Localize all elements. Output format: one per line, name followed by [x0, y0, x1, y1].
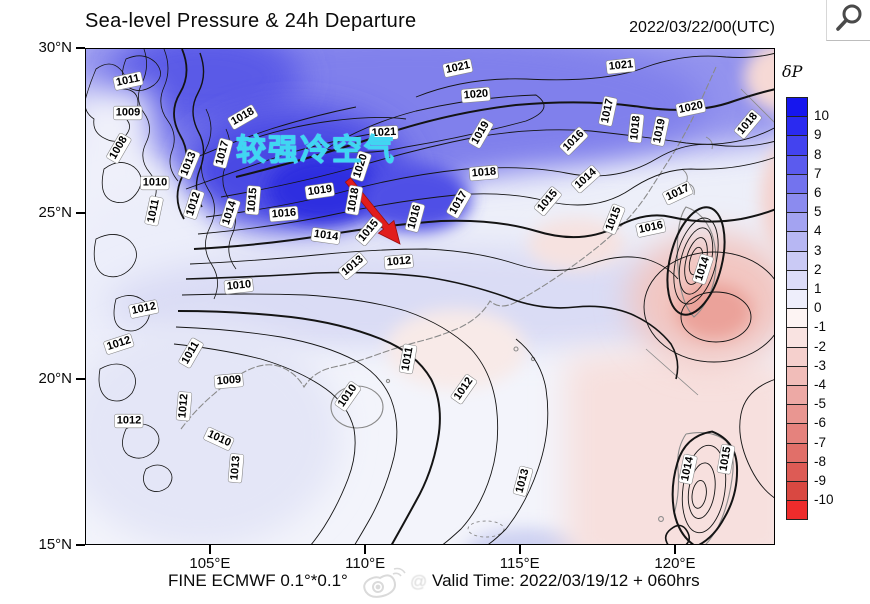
colorbar-segment [786, 385, 808, 406]
pressure-label: 1009 [113, 106, 143, 120]
pressure-label: 1020 [461, 87, 491, 103]
x-tick [673, 545, 676, 554]
colorbar-title: δP [782, 62, 803, 81]
pressure-label: 1009 [214, 373, 244, 389]
colorbar-segment [786, 423, 808, 444]
watermark-handle: @ [410, 572, 428, 591]
colorbar-segment [786, 116, 808, 137]
colorbar-segment [786, 231, 808, 252]
colorbar-tick-label: -3 [814, 357, 827, 373]
zoom-button[interactable] [826, 0, 870, 41]
colorbar-segment [786, 173, 808, 194]
map-area: 1011 1009 1008 1010 1011 1013 1012 1017 1018 1015… [85, 48, 775, 545]
x-tick [518, 545, 521, 554]
colorbar-segment [786, 289, 808, 310]
departure-shading [86, 49, 774, 544]
colorbar-tick-label: 6 [814, 185, 822, 200]
colorbar-tick-label: 5 [814, 204, 822, 220]
pressure-label: 1012 [384, 254, 414, 270]
y-tick-label: 20°N [38, 370, 72, 387]
y-tick-label: 30°N [38, 39, 72, 56]
colorbar-segment [786, 346, 808, 367]
colorbar-segment [786, 250, 808, 271]
colorbar-tick-label: -5 [814, 396, 827, 412]
x-tick-label: 115°E [499, 555, 540, 572]
weibo-watermark: @ [360, 566, 432, 600]
colorbar-segment [786, 481, 808, 502]
pressure-label: 1018 [469, 165, 499, 181]
pressure-label: 1010 [140, 176, 170, 190]
colorbar-tick-label: -7 [814, 434, 827, 450]
y-tick [76, 544, 85, 546]
y-tick [76, 378, 85, 380]
colorbar-segment [786, 269, 808, 290]
colorbar-tick-label: 10 [814, 108, 830, 124]
pressure-label: 1015 [245, 185, 261, 215]
x-tick [364, 545, 367, 554]
colorbar-tick-label: -1 [814, 319, 827, 335]
valid-time: Valid Time: 2022/03/19/12 + 060hrs [432, 571, 700, 590]
colorbar-tick-label: -8 [814, 453, 827, 469]
chart-title: Sea-level Pressure & 24h Departure [85, 10, 417, 32]
cold-air-annotation: 较强冷空气 [236, 134, 396, 168]
colorbar-tick-label: 9 [814, 127, 822, 143]
pressure-contour-canvas [86, 49, 774, 544]
x-tick-label: 105°E [189, 555, 231, 572]
colorbar-segment [786, 154, 808, 175]
x-tick-label: 110°E [345, 555, 386, 572]
colorbar-segment [786, 97, 808, 118]
colorbar-tick-label: -9 [814, 473, 827, 488]
y-tick-label: 15°N [38, 536, 72, 553]
colorbar-tick-label: -6 [814, 415, 827, 431]
colorbar-segment [786, 308, 808, 329]
y-tick [76, 47, 85, 49]
colorbar-tick-label: 7 [814, 165, 822, 181]
colorbar-segment [786, 500, 808, 521]
y-tick-label: 25°N [38, 204, 72, 221]
colorbar-tick-label: 1 [814, 281, 822, 296]
colorbar-tick-label: -4 [814, 377, 827, 392]
colorbar-tick-label: 8 [814, 146, 822, 162]
chart-datetime: 2022/03/22/00(UTC) [629, 19, 775, 36]
colorbar-segment [786, 135, 808, 156]
x-tick [208, 545, 211, 554]
colorbar-segment [786, 461, 808, 482]
colorbar-segment [786, 365, 808, 386]
colorbar-tick-label: 2 [814, 261, 822, 277]
x-tick-label: 120°E [654, 555, 696, 572]
pressure-label: 1016 [269, 206, 299, 222]
y-tick [76, 212, 85, 214]
model-info: FINE ECMWF 0.1°*0.1° [168, 571, 348, 590]
colorbar-tick-label: 4 [814, 223, 822, 239]
magnifier-icon [835, 4, 861, 31]
colorbar-tick-label: -2 [814, 338, 827, 354]
colorbar-tick-label: 0 [814, 300, 822, 316]
colorbar-tick-label: 3 [814, 242, 822, 258]
pressure-label: 1012 [176, 391, 192, 421]
weibo-watermark-icon [363, 567, 406, 598]
colorbar-segment [786, 212, 808, 233]
colorbar-tick-label: -10 [814, 492, 834, 508]
coastlines [180, 66, 774, 544]
colorbar-segment [786, 404, 808, 425]
colorbar-segment [786, 327, 808, 348]
colorbar-segment [786, 193, 808, 214]
pressure-label: 1012 [114, 414, 144, 428]
colorbar-segment [786, 442, 808, 463]
pressure-label: 1013 [228, 453, 244, 483]
